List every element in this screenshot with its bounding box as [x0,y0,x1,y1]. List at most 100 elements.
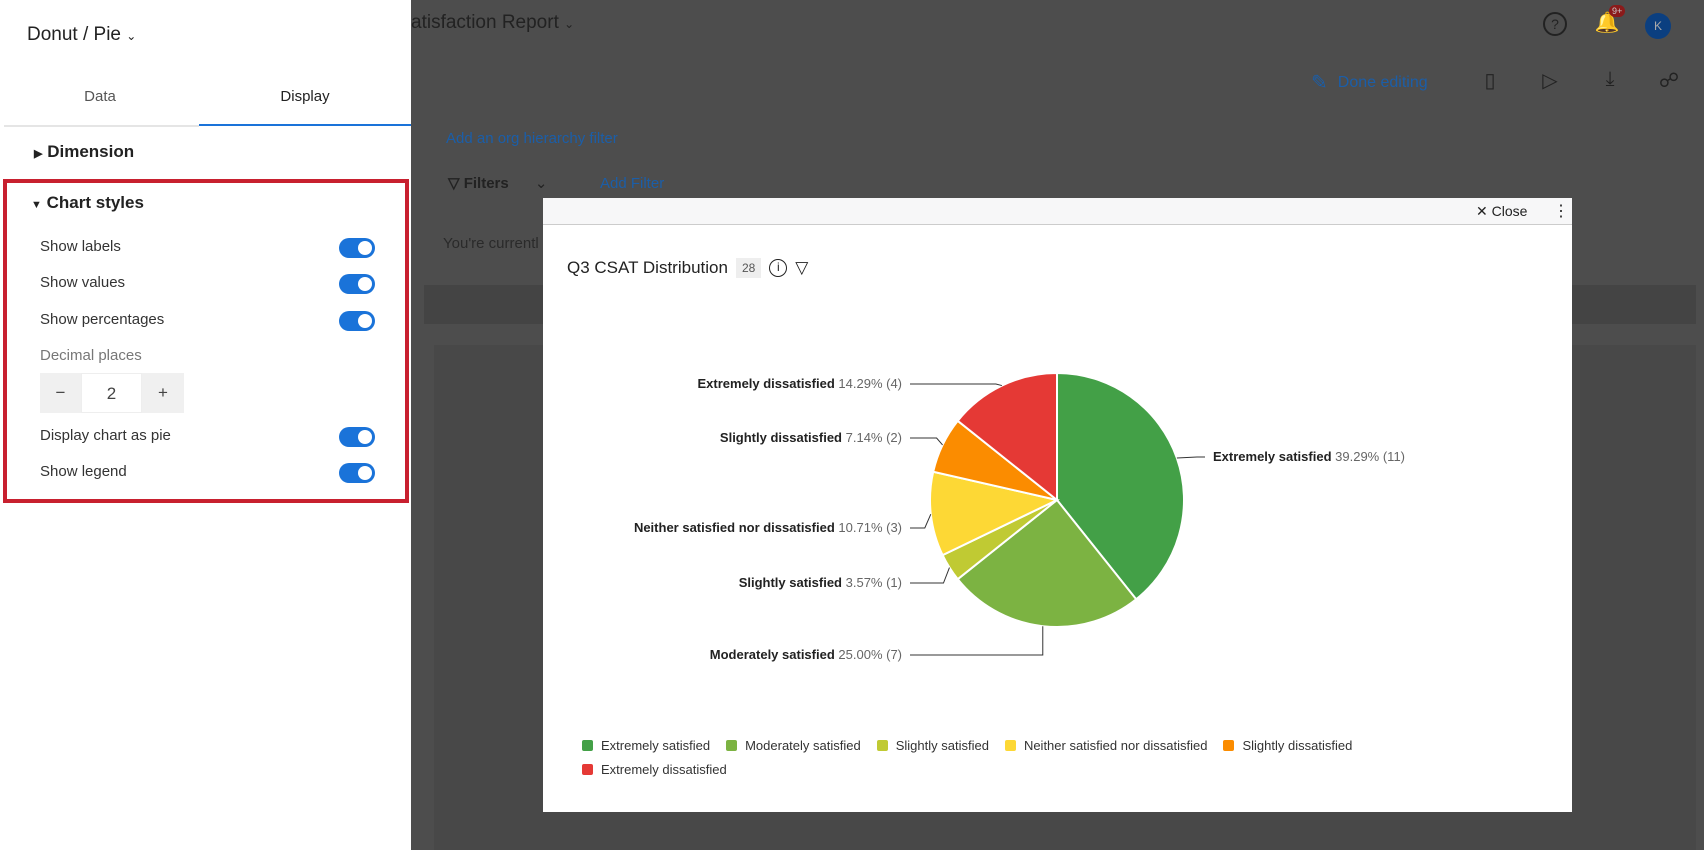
chart-legend: Extremely satisfied Moderately satisfied S… [582,738,1402,777]
legend-label: Extremely satisfied [601,738,711,753]
chart-modal: ✕ Close ⋮ Q3 CSAT Distribution 28 i ▽ Ex… [543,198,1572,812]
show-labels-toggle[interactable] [339,238,375,258]
data-label-name: Extremely satisfied [1213,449,1332,464]
pie-slice[interactable] [956,371,1058,503]
show-values-label: Show values [40,274,126,291]
pie-chart [910,371,1205,656]
show-legend-label: Show legend [40,463,127,480]
filter-icon[interactable]: ▽ [795,258,809,277]
data-label: Neither satisfied nor dissatisfied 10.71… [634,520,902,535]
show-labels-label: Show labels [40,238,121,255]
data-label-name: Moderately satisfied [709,647,835,662]
filter-icon: ▽ [448,175,460,192]
widget-type-dropdown[interactable]: Donut / Pie ⌄ [27,24,136,46]
more-options-icon[interactable]: ⋮ [1553,203,1569,220]
report-title[interactable]: atisfaction Report ⌄ [411,12,574,34]
add-filter-link[interactable]: Add Filter [600,175,665,192]
response-count-badge: 28 [735,258,762,278]
leader-line [910,567,950,584]
legend-label: Moderately satisfied [745,738,861,753]
legend-swatch [876,740,888,751]
modal-header [543,198,1572,225]
leader-line [910,514,932,529]
tab-data[interactable]: Data [84,88,116,105]
decimal-places-input[interactable]: 2 [81,373,142,413]
data-label: Extremely dissatisfied 14.29% (4) [697,376,902,391]
download-icon[interactable]: ⤓ [1605,68,1615,90]
caret-right-icon: ▶ [34,148,43,160]
legend-item[interactable]: Extremely satisfied [582,738,710,753]
display-as-pie-toggle[interactable] [339,427,375,447]
data-label-name: Slightly satisfied [738,575,842,590]
tab-divider [4,125,199,127]
add-org-hierarchy-filter-link[interactable]: Add an org hierarchy filter [446,130,618,147]
help-icon[interactable]: ? [1543,12,1567,36]
bell-icon[interactable]: 🔔 [1594,12,1620,34]
avatar[interactable]: K [1645,13,1671,39]
chart-title: Q3 CSAT Distribution [567,258,728,277]
legend-swatch [582,740,593,751]
legend-swatch [582,764,593,775]
filters-toggle[interactable]: ▽ Filters ⌄ [448,174,547,192]
legend-swatch [1223,740,1235,751]
data-label-value: 7.14% (2) [845,430,902,445]
close-label: Close [1491,203,1528,219]
mobile-preview-icon[interactable]: ▯ [1484,70,1496,92]
show-legend-toggle[interactable] [339,463,375,483]
filters-label: Filters [463,175,509,192]
chevron-down-icon: ⌄ [126,29,137,43]
chevron-down-icon: ⌄ [564,17,575,31]
close-icon: ✕ [1476,203,1488,219]
leader-line [910,626,1044,656]
share-icon[interactable]: ☍ [1658,70,1680,92]
data-label-value: 39.29% (11) [1335,449,1405,464]
chart-title-row: Q3 CSAT Distribution 28 i ▽ [567,258,808,278]
pie-slice[interactable] [929,470,1061,557]
data-label: Moderately satisfied 25.00% (7) [710,647,902,662]
play-icon[interactable]: ▷ [1542,70,1558,92]
show-values-toggle[interactable] [339,274,375,294]
data-label: Extremely satisfied 39.29% (11) [1213,449,1405,464]
data-label-name: Neither satisfied nor dissatisfied [633,520,835,535]
done-editing-button[interactable]: ✎ Done editing [1311,70,1428,95]
done-editing-label: Done editing [1337,73,1428,91]
leader-line [910,383,1003,387]
legend-label: Neither satisfied nor dissatisfied [1023,738,1208,753]
info-icon[interactable]: i [769,259,788,277]
legend-label: Slightly satisfied [895,738,989,753]
data-label-value: 3.57% (1) [845,575,902,590]
data-label-name: Extremely dissatisfied [697,376,835,391]
show-percentages-label: Show percentages [40,311,165,328]
decrement-button[interactable]: − [55,383,66,402]
data-label-value: 10.71% (3) [838,520,902,535]
leader-line [910,437,943,446]
edit-icon: ✎ [1311,72,1328,94]
tab-display[interactable]: Display [199,80,411,126]
report-title-text: atisfaction Report [411,12,559,33]
legend-item[interactable]: Slightly dissatisfied [1223,738,1352,753]
data-label: Slightly satisfied 3.57% (1) [739,575,902,590]
display-as-pie-label: Display chart as pie [40,427,171,444]
legend-item[interactable]: Extremely dissatisfied [582,762,727,777]
data-label-name: Slightly dissatisfied [719,430,842,445]
legend-label: Extremely dissatisfied [601,762,727,777]
widget-type-label: Donut / Pie [27,24,121,45]
close-button[interactable]: ✕ Close [1476,203,1527,220]
increment-button[interactable]: + [158,383,168,402]
decimal-places-stepper: − 2 + [40,373,184,413]
highlight-box [3,179,409,503]
leader-line [1176,456,1205,459]
dimension-section[interactable]: ▶ Dimension [34,142,134,162]
legend-swatch [726,740,738,751]
legend-item[interactable]: Moderately satisfied [726,738,861,753]
data-label-value: 14.29% (4) [838,376,902,391]
caret-down-icon: ▼ [31,199,42,211]
chart-styles-section[interactable]: ▼ Chart styles [31,193,144,213]
decimal-places-label: Decimal places [40,347,142,364]
show-percentages-toggle[interactable] [339,311,375,331]
legend-item[interactable]: Slightly satisfied [876,738,989,753]
data-label-value: 25.00% (7) [838,647,902,662]
legend-item[interactable]: Neither satisfied nor dissatisfied [1004,738,1208,753]
dimension-label: Dimension [47,142,135,161]
notice-text: You're currentl [443,235,539,252]
